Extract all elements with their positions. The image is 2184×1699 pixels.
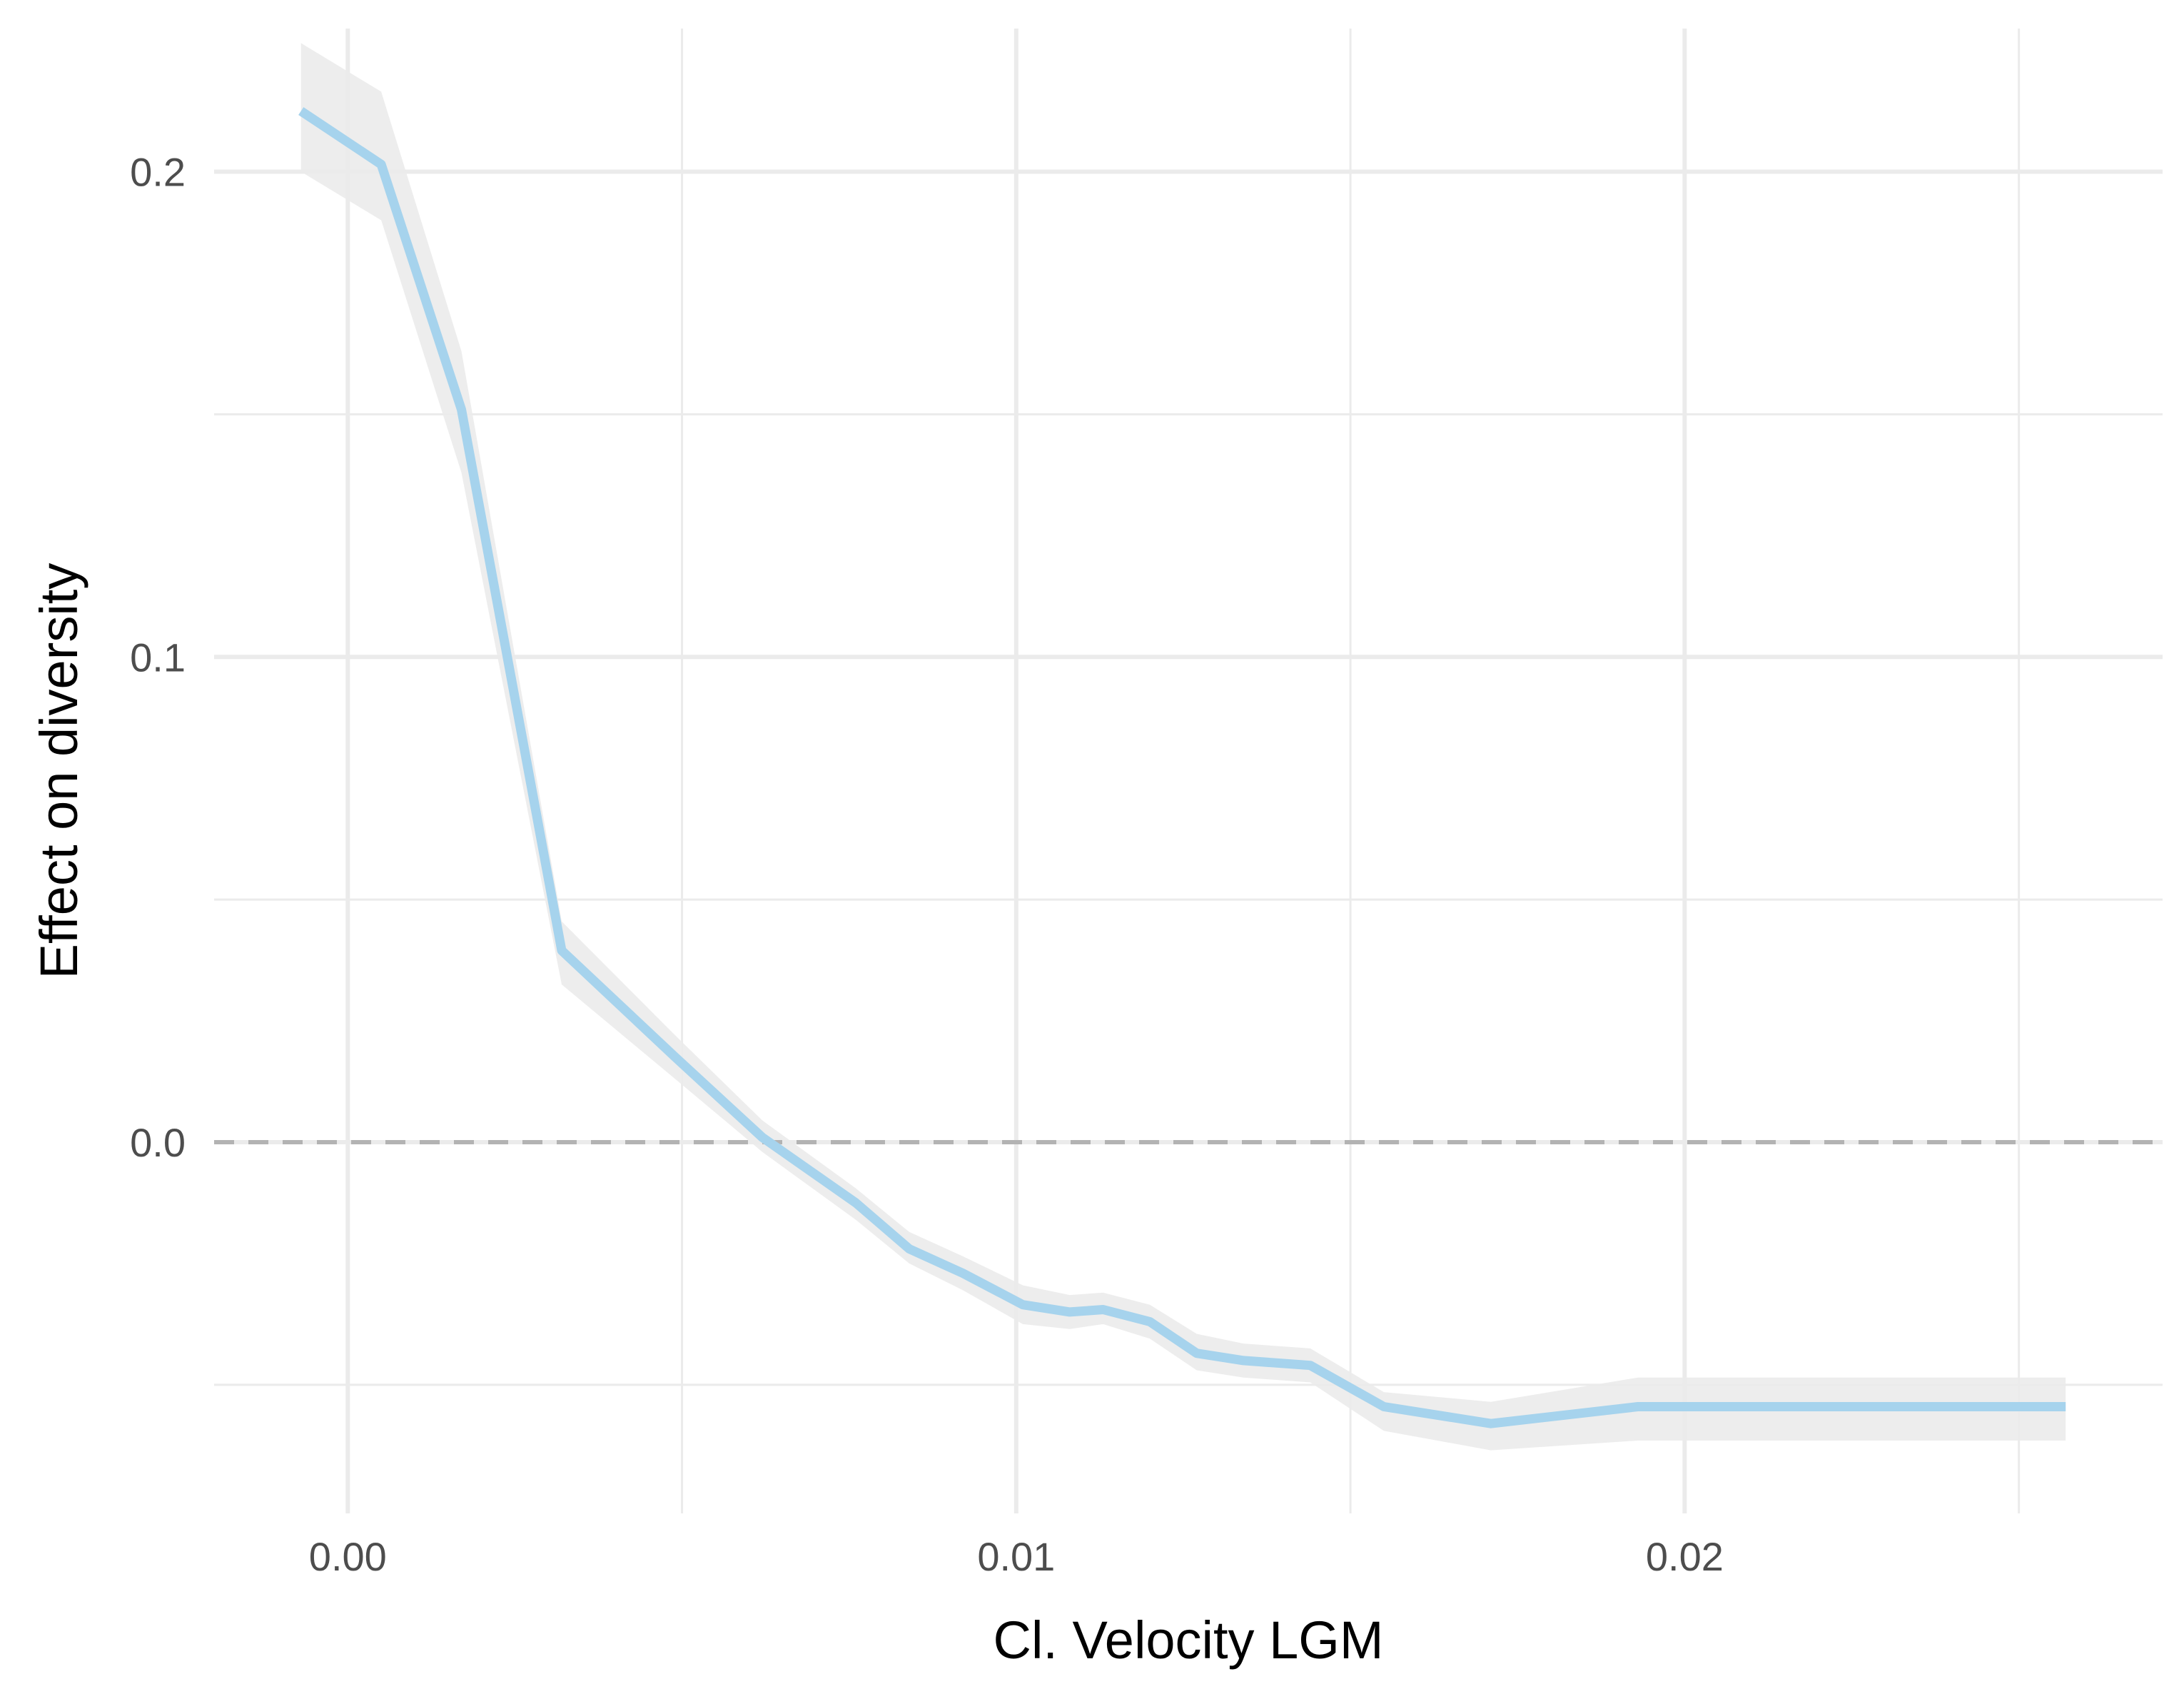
y-tick-labels: 0.0 0.1 0.2: [130, 150, 186, 1165]
x-tick-label: 0.02: [1646, 1534, 1724, 1579]
x-axis-title: Cl. Velocity LGM: [994, 1610, 1384, 1670]
effect-line: [298, 107, 2066, 1428]
y-axis-title: Effect on diversity: [29, 563, 89, 979]
x-tick-labels: 0.00 0.01 0.02: [309, 1534, 1724, 1579]
minor-gridlines: [214, 29, 2163, 1513]
y-tick-label: 0.2: [130, 150, 186, 195]
y-tick-label: 0.1: [130, 635, 186, 680]
y-tick-label: 0.0: [130, 1120, 186, 1165]
x-tick-label: 0.00: [309, 1534, 387, 1579]
effect-line-layer: [298, 107, 2066, 1428]
major-gridlines: [214, 29, 2163, 1513]
confidence-ribbon: [300, 43, 2066, 1451]
x-tick-label: 0.01: [977, 1534, 1055, 1579]
confidence-ribbon-layer: [300, 43, 2066, 1451]
